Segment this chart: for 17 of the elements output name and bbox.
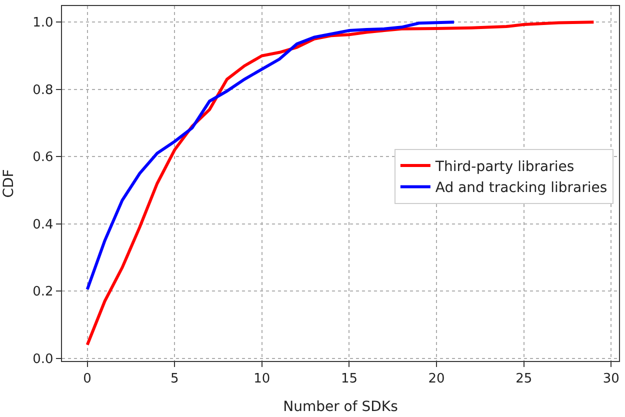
y-axis-title: CDF bbox=[1, 169, 18, 198]
x-tick-label: 20 bbox=[428, 372, 445, 387]
x-tick-label: 15 bbox=[340, 372, 358, 387]
x-tick-label: 5 bbox=[170, 372, 179, 387]
y-tick-label: 0.8 bbox=[32, 82, 54, 98]
x-tick-label: 10 bbox=[254, 372, 270, 387]
y-tick-label: 0.0 bbox=[32, 352, 54, 367]
x-tick-label: 25 bbox=[516, 372, 532, 387]
y-tick-label: 1.0 bbox=[32, 16, 54, 31]
y-tick-label: 0.4 bbox=[32, 217, 54, 232]
legend-label: Third-party libraries bbox=[434, 158, 574, 175]
legend-label: Ad and tracking libraries bbox=[435, 180, 608, 196]
y-tick-label: 0.2 bbox=[32, 284, 54, 300]
y-tick-label: 0.6 bbox=[32, 150, 54, 166]
x-axis-title: Number of SDKs bbox=[283, 399, 398, 415]
x-tick-label: 0 bbox=[83, 372, 92, 387]
x-tick-label: 30 bbox=[602, 372, 620, 387]
